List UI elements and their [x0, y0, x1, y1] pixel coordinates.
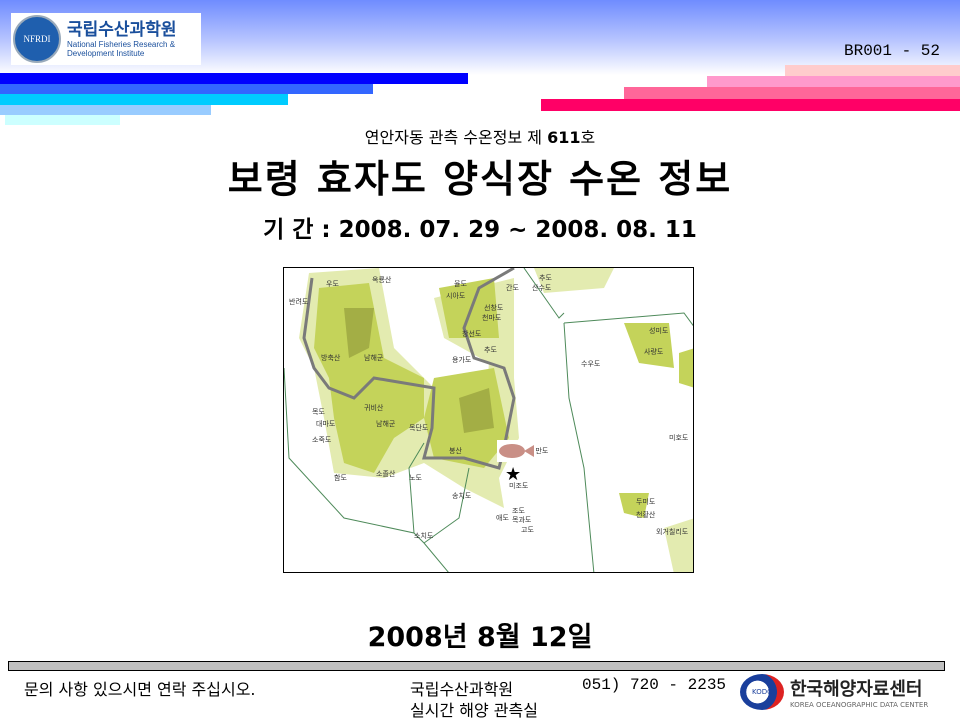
place-label: 목도 [312, 408, 325, 416]
org-name-en-2: Development Institute [67, 48, 145, 58]
place-label: 남해군 [376, 419, 396, 428]
place-label: 노도 [409, 474, 422, 482]
stripe [0, 73, 468, 84]
boundaries [284, 268, 693, 572]
place-label: 천황산 [636, 510, 656, 519]
place-label: 애도 [496, 513, 509, 522]
place-label: 추도 [539, 274, 552, 282]
kodc-seal: KODC [740, 674, 784, 710]
stripe [0, 105, 211, 115]
place-label: 창선도 [462, 329, 482, 338]
org-name-en-1: National Fisheries Research & [67, 39, 176, 49]
place-label: 방축산 [321, 353, 341, 362]
inquiry-text: 문의 사항 있으시면 연락 주십시오. [24, 680, 256, 699]
place-label: 함도 [334, 473, 347, 482]
place-label: 우도 [326, 280, 339, 288]
page-title: 보령 효자도 양식장 수온 정보 [227, 157, 733, 201]
place-label: 소졸산 [376, 469, 396, 478]
place-label: 이만도 [529, 446, 549, 455]
stripe [5, 115, 120, 125]
place-label: 산수도 [532, 283, 552, 292]
nfrdi-logo: NFRDI 국립수산과학원 National Fisheries Researc… [11, 13, 201, 65]
place-label: 시아도 [446, 291, 466, 300]
roads [302, 268, 516, 470]
place-label: 천마도 [482, 313, 502, 322]
place-label: 소죽도 [312, 436, 332, 444]
footer-dept: 실시간 해양 관측실 [410, 701, 538, 720]
place-label: 반려도 [289, 297, 309, 306]
place-label: 봉산 [449, 446, 462, 455]
stripe [541, 99, 960, 111]
stripe [0, 94, 288, 105]
place-label: 수우도 [581, 360, 601, 368]
place-label: 미호도 [669, 433, 689, 442]
period: 기 간 : 2008. 07. 29 ~ 2008. 08. 11 [263, 217, 697, 243]
place-label: 조도 [512, 507, 525, 515]
star-icon: ★ [505, 464, 521, 485]
place-label: 선창도 [484, 303, 504, 312]
place-label: 사량도 [644, 347, 664, 356]
nfrdi-seal: NFRDI [13, 15, 61, 63]
stripe [0, 84, 373, 94]
place-label: 목단도 [409, 423, 429, 432]
place-label: 간도 [506, 283, 519, 292]
bulletin-subtitle: 연안자동 관측 수온정보 제 611호 [364, 128, 596, 147]
place-label: 외거칠리도 [656, 527, 689, 536]
stripe [785, 65, 960, 76]
kodc-name-en: KOREA OCEANOGRAPHIC DATA CENTER [790, 701, 929, 709]
place-label: 소치도 [414, 531, 434, 540]
kodc-logo: KODC 한국해양자료센터 KOREA OCEANOGRAPHIC DATA C… [740, 674, 928, 710]
place-label: 미조도 [509, 481, 529, 490]
place-label: 추도 [484, 346, 497, 354]
place-label: 율도 [454, 280, 467, 288]
place-label: 대마도 [316, 419, 336, 428]
place-label: 두미도 [636, 497, 656, 506]
footer-org: 국립수산과학원 [410, 680, 514, 699]
org-name-ko: 국립수산과학원 [67, 19, 177, 40]
stripe [624, 87, 960, 99]
footer-divider [8, 661, 945, 671]
place-label: 남해군 [364, 353, 384, 362]
place-label: 고도 [521, 526, 534, 534]
place-label: 용가도 [452, 355, 472, 364]
place-label: 성미도 [649, 326, 669, 335]
location-map: 우도 반려도 옥룡산 방축산 남해군 귀비산 남해군 목도 대마도 소죽도 소졸산 함도 노… [283, 267, 694, 573]
place-label: 송치도 [452, 491, 472, 500]
fish-icon [497, 440, 535, 462]
kodc-name-ko: 한국해양자료센터 [790, 679, 923, 700]
place-label: 귀비산 [364, 403, 384, 412]
place-label: 목과도 [512, 515, 532, 524]
report-date: 2008년 8월 12일 [367, 622, 593, 653]
footer-phone: 051) 720 - 2235 [582, 676, 727, 694]
stripe [707, 76, 960, 87]
place-label: 옥룡산 [372, 275, 392, 284]
doc-code: BR001 - 52 [843, 42, 940, 60]
